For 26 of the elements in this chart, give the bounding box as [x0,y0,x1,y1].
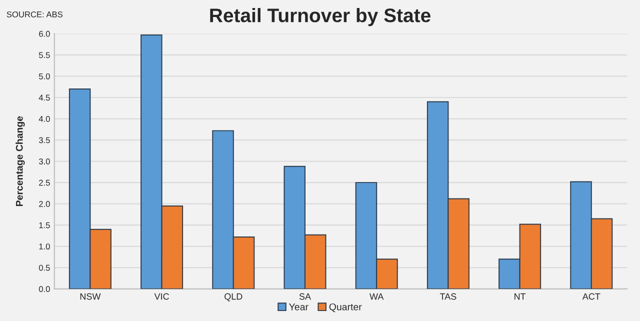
y-tick-label: 0.5 [38,264,50,271]
x-tick-label: TAS [440,293,456,300]
legend-label: Quarter [329,303,362,312]
chart-title: Retail Turnover by State [210,8,430,26]
y-axis-title: Percentage Change [16,116,25,206]
x-tick-label: WA [370,293,384,300]
y-tick-label: 2.0 [39,201,50,207]
y-tick-label: 4.0 [38,116,50,122]
y-tick-label: 4.5 [38,94,50,101]
legend-label: Year [289,304,308,310]
y-tick-label: 5.0 [38,73,50,80]
source-note: SOURCE: ABS [6,11,63,18]
y-tick-label: 5.5 [38,52,50,58]
y-tick-label: 1.0 [39,244,50,250]
x-tick-label: NSW [80,293,101,300]
x-tick-label: SA [299,293,312,300]
y-tick-label: 0.0 [38,286,50,292]
x-tick-label: ACT [582,293,600,300]
x-tick-label: VIC [154,293,169,300]
y-tick-label: 2.5 [39,180,50,186]
y-tick-label: 1.5 [39,222,50,228]
y-tick-label: 6.0 [39,30,50,37]
x-tick-label: NT [514,293,526,300]
x-tick-label: QLD [224,293,242,302]
y-tick-label: 3.0 [38,158,50,164]
y-tick-label: 3.5 [38,137,50,144]
